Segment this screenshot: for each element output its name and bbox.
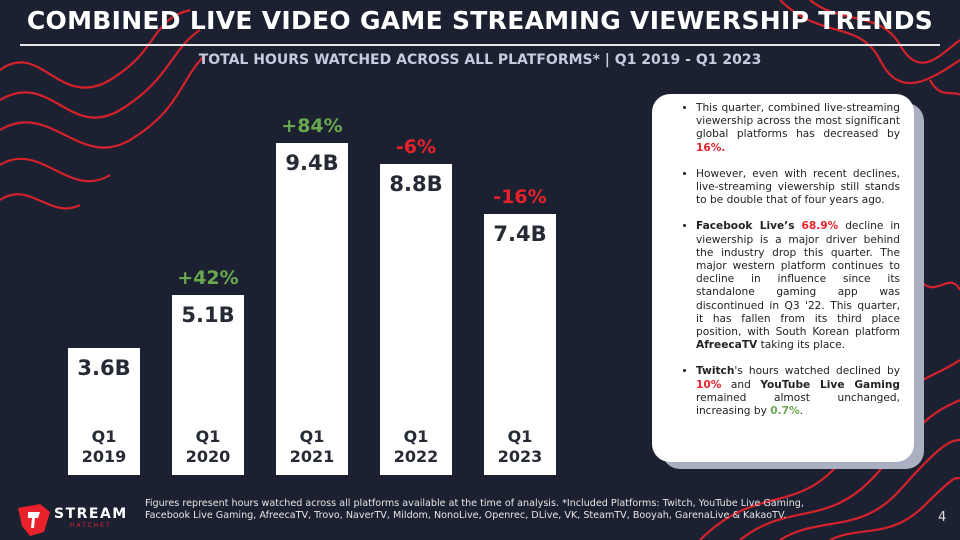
- bar: [68, 347, 140, 475]
- value-label: 8.8B: [389, 172, 443, 197]
- x-tick-label: Q1 2019: [81, 427, 127, 466]
- bullet-text: AfreecaTV: [696, 339, 758, 352]
- bullet: Facebook Live’s 68.9% decline in viewers…: [696, 220, 900, 352]
- bullet-text: and: [721, 378, 761, 391]
- footnote: Figures represent hours watched across a…: [145, 498, 804, 521]
- bullet-text: 's hours watched declined by: [734, 365, 900, 378]
- bar: [484, 213, 556, 475]
- bullet-text: .: [799, 405, 804, 418]
- bullet-text: 68.9%: [801, 220, 839, 233]
- bullet-list: This quarter, combined live-streaming vi…: [668, 102, 900, 418]
- bullet: This quarter, combined live-streaming vi…: [696, 102, 900, 155]
- bullet-text: remained almost unchanged, increasing by: [696, 391, 900, 418]
- logo-sub: HATCHET: [70, 522, 112, 529]
- change-label: +42%: [177, 266, 239, 289]
- value-label: 5.1B: [181, 302, 235, 327]
- bullet-text: However, even with recent declines, live…: [696, 167, 900, 207]
- change-label: +84%: [281, 115, 343, 138]
- value-label: 9.4B: [285, 151, 339, 176]
- bullet: Twitch's hours watched declined by 10% a…: [696, 365, 900, 418]
- x-tick-label: Q1 2023: [497, 427, 543, 466]
- bullet-text: Twitch: [696, 365, 735, 378]
- bullet-text: 16%.: [696, 141, 726, 154]
- chart-title: COMBINED LIVE VIDEO GAME STREAMING VIEWE…: [26, 6, 934, 35]
- value-label: 7.4B: [493, 221, 547, 246]
- page-number: 4: [938, 510, 947, 525]
- plot-area: 3.6B Q1 2019 5.1B Q1 2020 +42% 9.4B Q1 2021 +84…: [68, 115, 556, 475]
- x-tick-label: Q1 2022: [393, 427, 439, 466]
- change-label: -16%: [493, 185, 547, 208]
- bar: [380, 164, 452, 475]
- bar: [276, 143, 348, 475]
- logo-name: STREAM: [54, 506, 128, 522]
- x-tick-label: Q1 2020: [185, 427, 231, 466]
- chart-subtitle: TOTAL HOURS WATCHED ACROSS ALL PLATFORMS…: [198, 52, 762, 68]
- bullet: However, even with recent declines, live…: [696, 168, 900, 208]
- x-tick-label: Q1 2021: [289, 427, 335, 466]
- bullet-text: 0.7%: [770, 405, 800, 418]
- bullet-text: decline in viewership is a major driver …: [696, 220, 900, 339]
- bullet-text: This quarter, combined live-streaming vi…: [696, 102, 900, 141]
- change-label: -6%: [395, 136, 437, 159]
- insight-panel: This quarter, combined live-streaming vi…: [652, 94, 914, 462]
- bullet-text: Facebook Live’s: [696, 220, 795, 233]
- bullet-text: YouTube Live Gaming: [760, 378, 900, 391]
- bullet-text: 10%: [696, 378, 722, 391]
- title-rule: [20, 44, 940, 46]
- bullet-text: taking its place.: [757, 339, 846, 352]
- value-label: 3.6B: [77, 355, 131, 380]
- bar: [172, 294, 244, 475]
